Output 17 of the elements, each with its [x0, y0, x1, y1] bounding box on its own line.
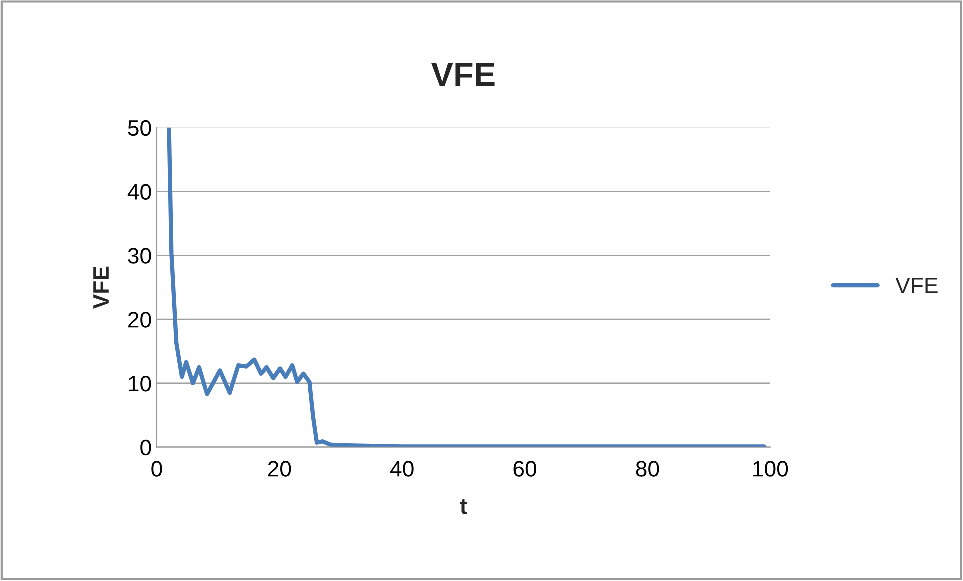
x-tick-label: 80: [636, 461, 660, 477]
x-tick-label: 0: [152, 461, 162, 477]
y-tick-label: 50: [128, 120, 152, 136]
y-tick-label: 30: [128, 248, 152, 264]
y-axis-title: VFE: [94, 266, 109, 310]
y-tick-label: 10: [129, 376, 152, 392]
y-tick-label: 20: [128, 312, 152, 328]
y-tick-label: 0: [140, 440, 152, 456]
y-tick-label: 40: [128, 184, 152, 200]
x-tick-label: 60: [514, 461, 537, 477]
x-tick-label: 20: [268, 461, 292, 477]
chart-title: VFE: [432, 63, 495, 86]
legend-label: VFE: [896, 278, 938, 294]
x-tick-label: 100: [754, 461, 788, 477]
x-axis-title: t: [460, 500, 468, 514]
x-tick-label: 40: [390, 461, 414, 477]
line-series: [167, 128, 766, 448]
